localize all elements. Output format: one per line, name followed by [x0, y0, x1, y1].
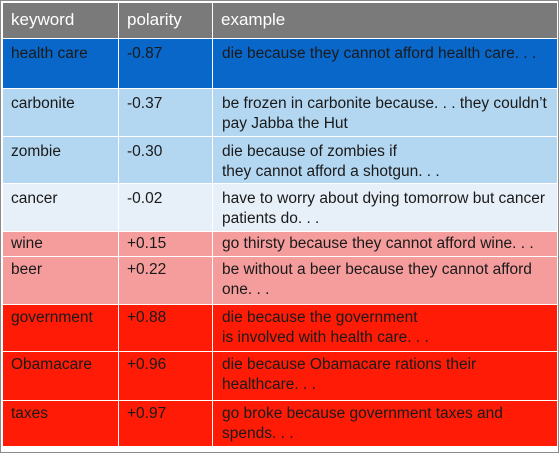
keyword-header: keyword: [2, 2, 119, 39]
keyword-cell: carbonite: [2, 88, 119, 137]
table-row: carbonite -0.37 be frozen in carbonite b…: [2, 88, 558, 137]
example-header: example: [212, 2, 558, 39]
polarity-cell: -0.87: [118, 38, 213, 89]
table-row: health care -0.87 die because they canno…: [2, 38, 558, 89]
example-cell: be frozen in carbonite because. . . they…: [212, 88, 558, 137]
table-row: wine +0.15 go thirsty because they canno…: [2, 231, 558, 257]
keyword-cell: wine: [2, 231, 119, 257]
keyword-polarity-table: keyword polarity example health care -0.…: [2, 2, 558, 447]
polarity-cell: +0.96: [118, 351, 213, 401]
polarity-header: polarity: [118, 2, 213, 39]
example-cell: go thirsty because they cannot afford wi…: [212, 231, 558, 257]
keyword-cell: health care: [2, 38, 119, 89]
table-row: Obamacare +0.96 die because Obamacare ra…: [2, 351, 558, 401]
example-cell: die because the government is involved wi…: [212, 304, 558, 352]
keyword-cell: Obamacare: [2, 351, 119, 401]
table-row: zombie -0.30 die because of zombies if th…: [2, 136, 558, 184]
polarity-cell: -0.02: [118, 183, 213, 232]
table-row: taxes +0.97 go broke because government …: [2, 400, 558, 447]
table-row: government +0.88 die because the governm…: [2, 304, 558, 352]
table-row: cancer -0.02 have to worry about dying t…: [2, 183, 558, 232]
polarity-cell: -0.30: [118, 136, 213, 184]
polarity-cell: +0.97: [118, 400, 213, 447]
example-cell: die because they cannot afford health ca…: [212, 38, 558, 89]
table-row: beer +0.22 be without a beer because the…: [2, 256, 558, 305]
header-row: keyword polarity example: [2, 2, 558, 39]
keyword-cell: zombie: [2, 136, 119, 184]
example-cell: have to worry about dying tomorrow but c…: [212, 183, 558, 232]
polarity-cell: +0.88: [118, 304, 213, 352]
keyword-cell: taxes: [2, 400, 119, 447]
keyword-cell: government: [2, 304, 119, 352]
example-cell: die because of zombies if they cannot aff…: [212, 136, 558, 184]
polarity-cell: +0.15: [118, 231, 213, 257]
keyword-cell: beer: [2, 256, 119, 305]
polarity-cell: +0.22: [118, 256, 213, 305]
example-cell: be without a beer because they cannot af…: [212, 256, 558, 305]
polarity-cell: -0.37: [118, 88, 213, 137]
example-cell: go broke because government taxes and sp…: [212, 400, 558, 447]
keyword-cell: cancer: [2, 183, 119, 232]
example-cell: die because Obamacare rations their heal…: [212, 351, 558, 401]
